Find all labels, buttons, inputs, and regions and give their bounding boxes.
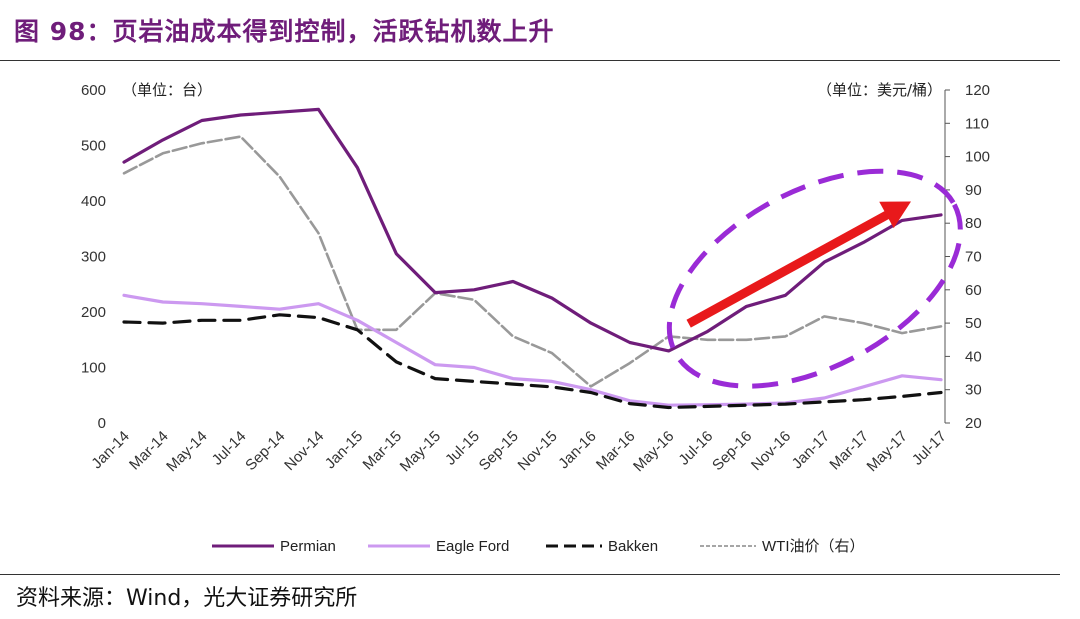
x-tick-label: Mar-14	[126, 428, 172, 474]
series-line-eagleford	[122, 293, 943, 407]
y-left-tick-label: 200	[81, 304, 106, 321]
series-line-permian	[122, 107, 943, 353]
x-tick-label: May-17	[864, 428, 911, 475]
title-divider	[0, 60, 1060, 61]
y-left-tick-label: 100	[81, 360, 106, 377]
x-tick-label: Jan-15	[322, 428, 366, 472]
x-tick-label: Jan-16	[555, 428, 599, 472]
legend-label: Permian	[280, 538, 336, 555]
x-tick-label: Mar-15	[360, 428, 406, 474]
x-tick-label: May-16	[630, 428, 677, 475]
y-right-tick-label: 100	[965, 149, 990, 166]
trend-arrow-head	[879, 201, 911, 229]
y-left-tick-label: 500	[81, 138, 106, 155]
y-left-tick-label: 600	[81, 82, 106, 99]
y-right-tick-label: 120	[965, 82, 990, 99]
y-right-tick-label: 30	[965, 382, 982, 399]
page-title: 图 98：页岩油成本得到控制，活跃钻机数上升	[14, 17, 555, 46]
x-tick-label: Sep-16	[709, 428, 755, 474]
x-tick-label: Mar-17	[826, 428, 872, 474]
x-tick-label: May-15	[397, 428, 444, 475]
rig-count-chart: （单位：台） （单位：美元/桶） 0 100 200 300 400 500 600 20 30…	[81, 81, 990, 555]
y-right-tick-label: 110	[965, 115, 989, 132]
x-tick-label: Sep-14	[242, 428, 288, 474]
x-tick-label: Nov-14	[281, 428, 327, 474]
y-right-tick-label: 60	[965, 282, 982, 299]
source-divider	[0, 574, 1060, 575]
x-tick-label: Mar-16	[593, 428, 639, 474]
y-left-tick-label: 0	[98, 415, 106, 432]
y-right-tick-label: 40	[965, 348, 982, 365]
y-left-tick-label: 300	[81, 249, 106, 266]
y-right-tick-label: 50	[965, 315, 982, 332]
source-note: 资料来源：Wind，光大证券研究所	[16, 586, 358, 611]
legend-label: WTI油价（右）	[762, 538, 865, 555]
trend-arrow-shaft	[686, 205, 900, 328]
x-tick-label: May-14	[163, 428, 210, 475]
x-tick-label: Nov-16	[748, 428, 794, 474]
series-line-bakken	[122, 313, 943, 410]
series-line-wti	[122, 135, 943, 388]
left-axis-unit: （单位：台）	[122, 81, 212, 99]
y-right-tick-label: 20	[965, 415, 982, 432]
y-right-tick-label: 90	[965, 182, 982, 199]
x-tick-label: Sep-15	[476, 428, 522, 474]
x-tick-label: Jan-17	[789, 428, 833, 472]
x-tick-label: Jan-14	[88, 428, 132, 472]
legend-label: Bakken	[608, 538, 658, 555]
legend-label: Eagle Ford	[436, 538, 509, 555]
x-tick-label: Nov-15	[515, 428, 561, 474]
x-tick-label: Jul-17	[909, 428, 950, 469]
y-left-tick-label: 400	[81, 193, 106, 210]
y-right-tick-label: 70	[965, 249, 982, 266]
y-right-tick-label: 80	[965, 215, 982, 232]
highlight-ellipse	[666, 168, 963, 389]
right-axis-unit: （单位：美元/桶）	[817, 81, 942, 99]
